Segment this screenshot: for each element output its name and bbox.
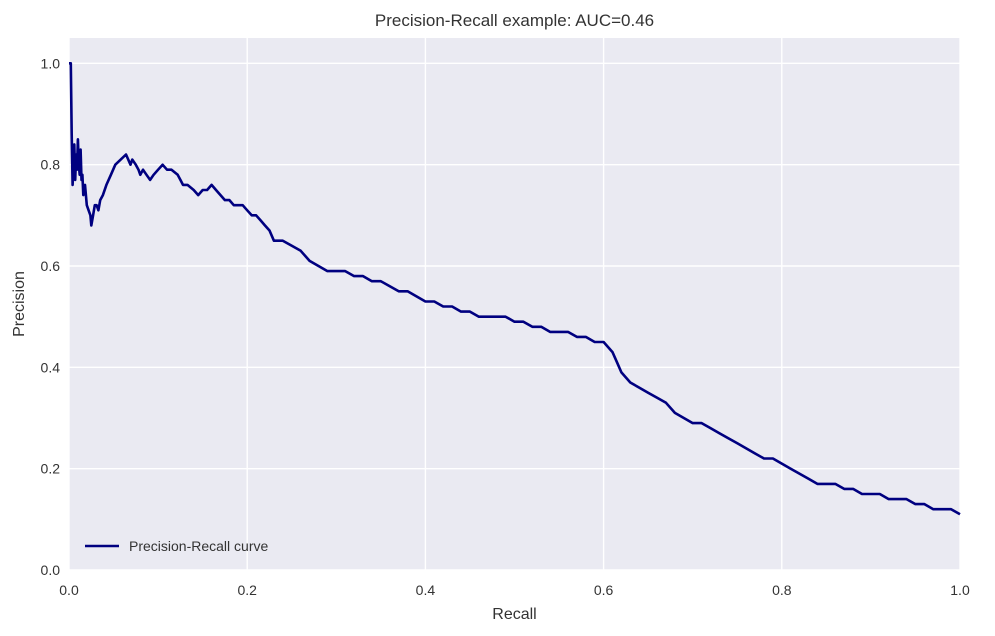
chart-title: Precision-Recall example: AUC=0.46 bbox=[375, 11, 654, 30]
y-tick-label: 1.0 bbox=[41, 55, 61, 71]
x-tick-label: 1.0 bbox=[950, 582, 970, 598]
x-tick-label: 0.4 bbox=[416, 582, 436, 598]
y-tick-label: 0.4 bbox=[41, 359, 61, 375]
x-tick-label: 0.0 bbox=[59, 582, 79, 598]
y-tick-label: 0.2 bbox=[41, 461, 61, 477]
x-tick-label: 0.2 bbox=[237, 582, 257, 598]
grid-lines bbox=[68, 38, 961, 571]
y-tick-label: 0.0 bbox=[41, 562, 61, 578]
y-axis-label: Precision bbox=[11, 271, 28, 337]
y-tick-label: 0.6 bbox=[41, 258, 61, 274]
legend: Precision-Recall curve bbox=[85, 538, 268, 554]
x-tick-labels: 0.0 0.2 0.4 0.6 0.8 1.0 bbox=[59, 582, 970, 598]
y-tick-labels: 0.0 0.2 0.4 0.6 0.8 1.0 bbox=[41, 55, 61, 578]
x-tick-label: 0.6 bbox=[594, 582, 614, 598]
series-line-precision-recall-curve bbox=[69, 62, 961, 516]
x-tick-label: 0.8 bbox=[772, 582, 792, 598]
plot-background bbox=[69, 38, 960, 570]
legend-label: Precision-Recall curve bbox=[129, 538, 268, 554]
y-tick-label: 0.8 bbox=[41, 157, 61, 173]
x-axis-label: Recall bbox=[492, 606, 536, 623]
